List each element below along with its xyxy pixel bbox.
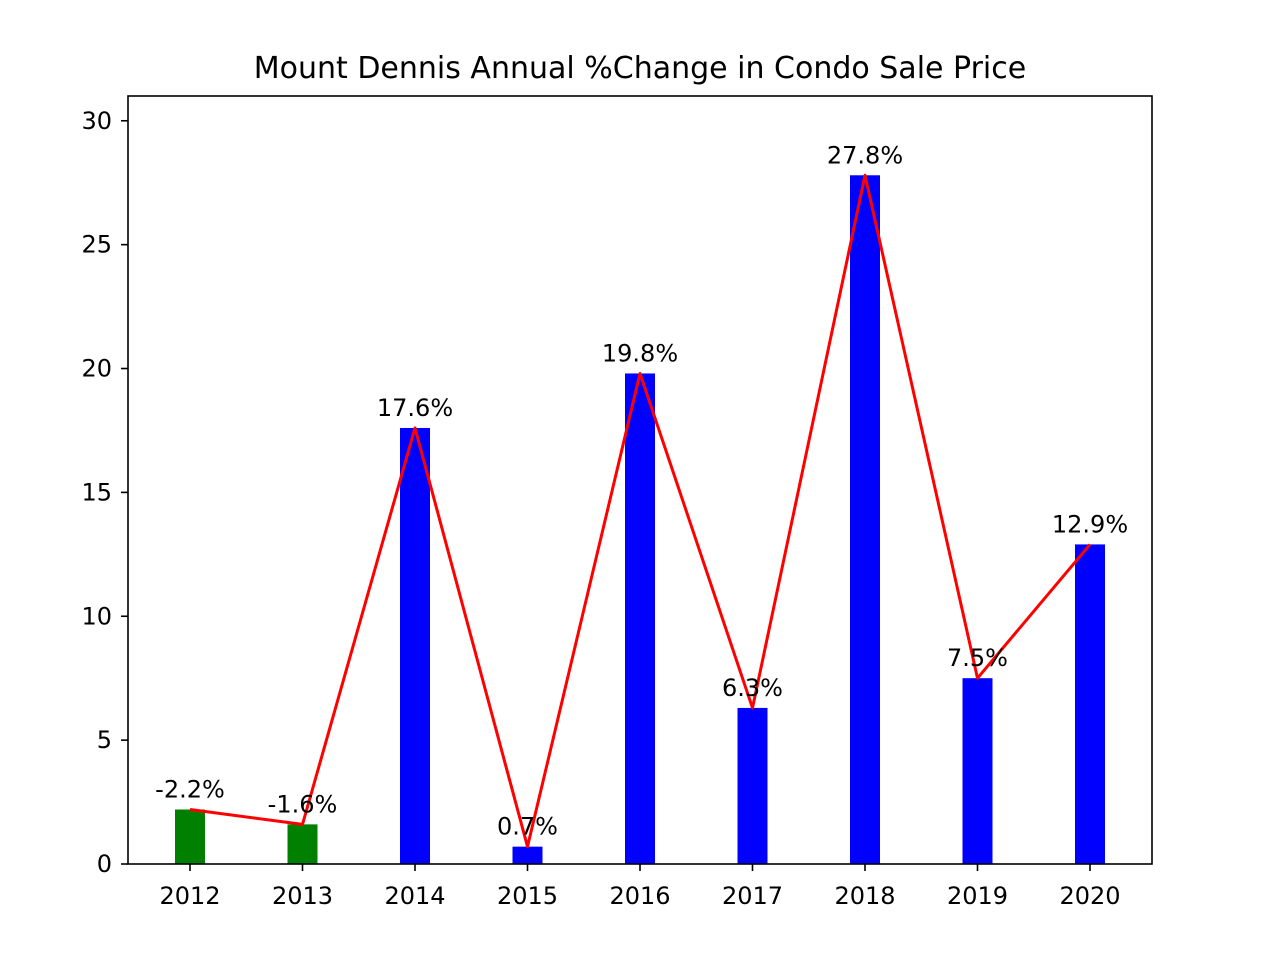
y-tick-label: 30 <box>81 107 112 135</box>
data-label-2014: 17.6% <box>377 394 453 422</box>
bar-2016 <box>625 373 655 864</box>
x-tick-label: 2018 <box>834 882 895 910</box>
data-label-2012: -2.2% <box>155 775 225 803</box>
data-label-2020: 12.9% <box>1052 510 1128 538</box>
y-tick-label: 15 <box>81 478 112 506</box>
x-axis: 2012 2013 2014 2015 2016 2017 2018 2019 2020 <box>159 864 1121 910</box>
data-label-2015: 0.7% <box>497 813 558 841</box>
y-tick-label: 5 <box>97 726 112 754</box>
bar-2018 <box>850 175 880 865</box>
bars-layer <box>175 175 1105 865</box>
trend-line-layer <box>189 173 1092 849</box>
data-label-2013: -1.6% <box>268 790 338 818</box>
data-label-2018: 27.8% <box>827 141 903 169</box>
trend-line <box>189 173 1092 849</box>
y-tick-label: 0 <box>97 850 112 878</box>
data-labels-layer: -2.2% -1.6% 17.6% 0.7% 19.8% 6.3% 27.8% 7.5% 12.… <box>155 141 1128 840</box>
bar-2019 <box>962 678 993 864</box>
x-tick-label: 2019 <box>947 882 1008 910</box>
x-tick-label: 2015 <box>497 882 558 910</box>
x-tick-label: 2016 <box>609 882 670 910</box>
x-tick-label: 2017 <box>722 882 783 910</box>
x-tick-label: 2014 <box>384 882 445 910</box>
y-axis: 0 5 10 15 20 25 30 <box>81 107 128 878</box>
data-label-2016: 19.8% <box>602 339 678 367</box>
x-tick-label: 2012 <box>159 882 220 910</box>
y-tick-label: 25 <box>81 231 112 259</box>
data-label-2017: 6.3% <box>722 674 783 702</box>
x-tick-label: 2020 <box>1059 882 1120 910</box>
bar-2014 <box>400 427 430 864</box>
bar-2012 <box>175 809 205 864</box>
bar-2013 <box>287 824 318 864</box>
bar-2017 <box>737 707 768 864</box>
y-tick-label: 20 <box>81 355 112 383</box>
bar-2020 <box>1075 544 1105 864</box>
y-tick-label: 10 <box>81 602 112 630</box>
data-label-2019: 7.5% <box>947 644 1008 672</box>
chart-title: Mount Dennis Annual %Change in Condo Sal… <box>254 51 1026 86</box>
x-tick-label: 2013 <box>272 882 333 910</box>
bar-2015 <box>512 846 543 864</box>
